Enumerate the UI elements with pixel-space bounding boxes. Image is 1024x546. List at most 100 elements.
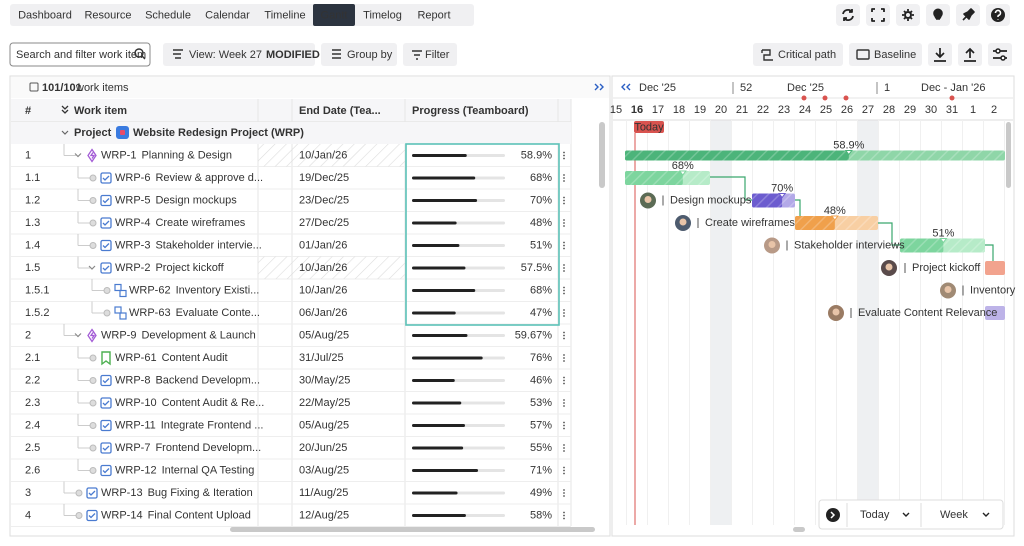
progress-label: 46% [530, 374, 552, 386]
work-item-key[interactable]: WRP-61 [115, 352, 157, 364]
work-item-title[interactable]: Review & approve d... [155, 172, 263, 184]
tab[interactable]: Timelog [363, 9, 402, 21]
work-item-title[interactable]: Planning & Design [141, 149, 232, 161]
expand-caret[interactable] [88, 265, 96, 270]
work-item-count: 101/101 [42, 82, 82, 94]
row-menu-dot [563, 444, 565, 446]
critical-path-icon [761, 49, 773, 61]
work-item-key[interactable]: WRP-3 [115, 239, 150, 251]
tab[interactable]: Report [417, 9, 450, 21]
row-menu-dot [563, 222, 565, 224]
work-item-key[interactable]: WRP-2 [115, 262, 150, 274]
task-icon [102, 378, 110, 384]
tree-dot [75, 512, 83, 519]
today-selector[interactable]: Today [860, 509, 890, 521]
work-item-title[interactable]: Inventory Existi... [176, 284, 260, 296]
tab[interactable]: Schedule [145, 9, 191, 21]
day-label: 28 [883, 104, 895, 116]
tab[interactable]: Calendar [205, 9, 250, 21]
work-item-title[interactable]: Internal QA Testing [162, 464, 255, 476]
toolbar-button[interactable] [988, 43, 1012, 66]
toolbar-icon [995, 48, 1001, 54]
expand-gantt[interactable] [594, 83, 604, 91]
progress-label: 49% [530, 487, 552, 499]
work-item-title[interactable]: Content Audit & Re... [162, 397, 265, 409]
tab[interactable]: Resource [84, 9, 131, 21]
task-icon [88, 490, 96, 496]
work-item-key[interactable]: WRP-5 [115, 194, 150, 206]
day-label: 22 [757, 104, 769, 116]
filter-label: Filter [425, 49, 450, 61]
toolbar-button[interactable] [753, 43, 843, 66]
toolbar-button[interactable] [321, 43, 397, 66]
expand-caret[interactable] [74, 153, 82, 158]
progress-label: 68% [530, 172, 552, 184]
gantt-bar[interactable] [985, 261, 1005, 275]
work-item-title[interactable]: Bug Fixing & Iteration [148, 487, 253, 499]
project-name: Website Redesign Project (WRP) [133, 127, 304, 139]
week-label: 1 [884, 82, 890, 94]
work-item-key[interactable]: WRP-13 [101, 487, 143, 499]
end-date: 31/Jul/25 [299, 352, 344, 364]
baseline-icon [856, 49, 870, 60]
icon-button[interactable] [896, 4, 920, 26]
work-item-key[interactable]: WRP-11 [115, 419, 156, 431]
work-item-key[interactable]: WRP-62 [129, 284, 171, 296]
toolbar-button[interactable] [849, 43, 922, 66]
work-item-title[interactable]: Final Content Upload [148, 509, 251, 521]
work-item-key[interactable]: WRP-7 [115, 442, 150, 454]
work-item-key[interactable]: WRP-14 [101, 509, 143, 521]
work-item-title[interactable]: Stakeholder intervie... [155, 239, 261, 251]
project-row [11, 122, 571, 144]
day-label: 26 [841, 104, 853, 116]
row-menu-dot [563, 489, 565, 491]
icon-button[interactable] [836, 4, 860, 26]
toolbar-button[interactable] [403, 43, 457, 66]
work-item-key[interactable]: WRP-9 [101, 329, 136, 341]
row-number: 2.3 [25, 397, 40, 409]
icon-glyph [962, 8, 975, 21]
work-item-key[interactable]: WRP-63 [129, 307, 171, 319]
work-item-title[interactable]: Development & Launch [141, 329, 255, 341]
work-item-key[interactable]: WRP-10 [115, 397, 157, 409]
collapse-all[interactable] [61, 105, 69, 114]
work-item-key[interactable]: WRP-1 [101, 149, 136, 161]
row-menu-dot [563, 360, 565, 362]
icon-button[interactable] [866, 4, 890, 26]
toolbar-button[interactable] [163, 43, 315, 66]
assignee-avatar-face [768, 241, 776, 248]
row-menu-dot [563, 399, 565, 401]
work-item-key[interactable]: WRP-6 [115, 172, 150, 184]
collapse-gantt[interactable] [621, 83, 631, 91]
gantt-bar[interactable] [985, 306, 1005, 320]
work-item-title[interactable]: Evaluate Conte... [176, 307, 260, 319]
work-item-key[interactable]: WRP-8 [115, 374, 150, 386]
task-icon [100, 419, 112, 432]
work-item-title[interactable]: Frontend Developm... [155, 442, 261, 454]
row-number: 1.2 [25, 194, 40, 206]
end-date: 10/Jan/26 [299, 284, 347, 296]
work-item-title[interactable]: Design mockups [155, 194, 237, 206]
epic-icon [87, 328, 97, 343]
column-header: End Date (Tea... [299, 105, 381, 117]
tab[interactable]: Gantt [321, 9, 348, 21]
work-item-title[interactable]: Backend Developm... [155, 374, 260, 386]
expand-caret[interactable] [74, 333, 82, 338]
day-label: 17 [652, 104, 664, 116]
tab[interactable]: Dashboard [18, 9, 72, 21]
search-box[interactable] [9, 42, 151, 67]
row-menu-dot [563, 405, 565, 407]
progress-label: 48% [530, 217, 552, 229]
period-selector[interactable]: Week [940, 509, 968, 521]
work-item-key[interactable]: WRP-4 [115, 217, 150, 229]
row-menu-dot [563, 312, 565, 314]
tab[interactable]: Timeline [264, 9, 305, 21]
view-icon [173, 49, 183, 59]
week-label: Dec - Jan '26 [921, 82, 985, 94]
work-item-title[interactable]: Project kickoff [155, 262, 224, 274]
work-item-title[interactable]: Content Audit [162, 352, 228, 364]
work-item-title[interactable]: Integrate Frontend ... [161, 419, 264, 431]
work-item-title[interactable]: Create wireframes [155, 217, 245, 229]
work-item-key[interactable]: WRP-12 [115, 464, 157, 476]
